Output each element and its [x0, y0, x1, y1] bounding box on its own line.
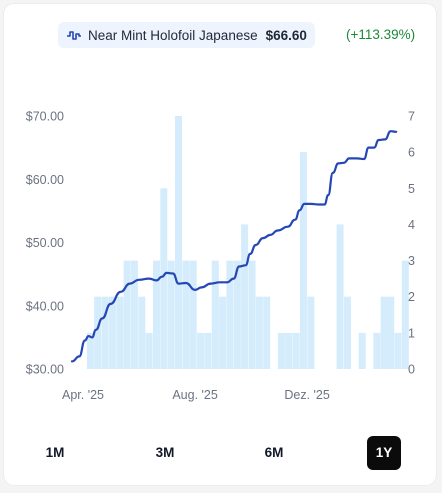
volume-bar [123, 260, 131, 369]
volume-bar [241, 224, 249, 369]
range-button-1y[interactable]: 1Y [367, 436, 401, 470]
volume-bar [145, 332, 153, 369]
left-axis-tick-label: $60.00 [26, 173, 64, 187]
volume-bar [394, 332, 402, 369]
right-axis-tick-label: 3 [408, 254, 415, 268]
volume-bar [160, 188, 168, 369]
volume-bar [182, 260, 190, 369]
volume-bar [307, 296, 315, 369]
volume-bar [167, 260, 175, 369]
volume-bar [175, 116, 182, 369]
right-axis-tick-label: 2 [408, 290, 415, 304]
volume-bar [138, 296, 146, 369]
right-axis-tick-label: 6 [408, 146, 415, 160]
left-axis-tick-label: $30.00 [26, 363, 64, 377]
volume-bar [285, 332, 293, 369]
volume-bar [255, 296, 263, 369]
right-axis-tick-label: 0 [408, 363, 415, 377]
x-axis-tick-label: Dez. '25 [284, 388, 330, 402]
volume-bar [94, 296, 102, 369]
volume-bar [108, 296, 116, 369]
volume-bar [263, 296, 271, 369]
volume-bar [233, 260, 241, 369]
range-selector: 1M 3M 6M 1Y [0, 436, 442, 470]
legend-change: (+113.39%) [346, 27, 416, 42]
chart-card [4, 4, 436, 485]
volume-bar [130, 260, 138, 369]
legend-price: $66.60 [265, 27, 307, 43]
volume-bar [204, 332, 212, 369]
right-axis-tick-label: 7 [408, 110, 415, 124]
range-button-6m[interactable]: 6M [256, 436, 292, 470]
volume-bar [277, 332, 285, 369]
volume-bar [387, 296, 395, 369]
volume-bar [248, 260, 256, 369]
range-button-1m[interactable]: 1M [38, 436, 72, 470]
volume-bar [219, 296, 227, 369]
volume-bar [226, 260, 234, 369]
left-axis-tick-label: $70.00 [26, 110, 64, 124]
volume-bar [116, 296, 124, 369]
volume-bar [358, 332, 366, 369]
price-line [70, 130, 398, 363]
legend-label: Near Mint Holofoil Japanese [88, 27, 258, 43]
legend[interactable]: Near Mint Holofoil Japanese $66.60 [58, 22, 315, 48]
volume-bar [401, 260, 409, 369]
volume-bar [211, 260, 219, 369]
x-axis-tick-label: Aug. '25 [172, 388, 218, 402]
volume-bar [299, 152, 307, 369]
volume-bar [336, 224, 344, 369]
right-axis-tick-label: 5 [408, 182, 415, 196]
line-layer [70, 130, 398, 363]
right-axis-tick-label: 1 [408, 326, 415, 340]
volume-bar [292, 332, 300, 369]
range-button-3m[interactable]: 3M [147, 436, 183, 470]
volume-bar [373, 332, 381, 369]
left-axis-tick-label: $50.00 [26, 236, 64, 250]
x-axis-ticks: Apr. '25 Aug. '25 Dez. '25 [62, 388, 330, 402]
volume-bar [380, 296, 388, 369]
chart-step-icon [66, 29, 82, 41]
volume-bar [101, 296, 109, 369]
right-axis-ticks: 0 1 2 3 4 5 6 7 [408, 110, 415, 377]
volume-bar [86, 332, 94, 369]
x-axis-tick-label: Apr. '25 [62, 388, 104, 402]
volume-bar [344, 296, 351, 369]
price-chart: $30.00$40.00$50.00$60.00$70.00 01234567 … [26, 110, 415, 403]
volume-bar [197, 332, 205, 369]
right-axis-tick-label: 4 [408, 218, 415, 232]
bars-layer [86, 116, 409, 369]
volume-bar [153, 260, 160, 369]
left-axis-tick-label: $40.00 [26, 299, 64, 313]
left-axis-ticks: $30.00 $40.00 $50.00 $60.00 $70.00 [26, 110, 64, 377]
volume-bar [189, 260, 197, 369]
